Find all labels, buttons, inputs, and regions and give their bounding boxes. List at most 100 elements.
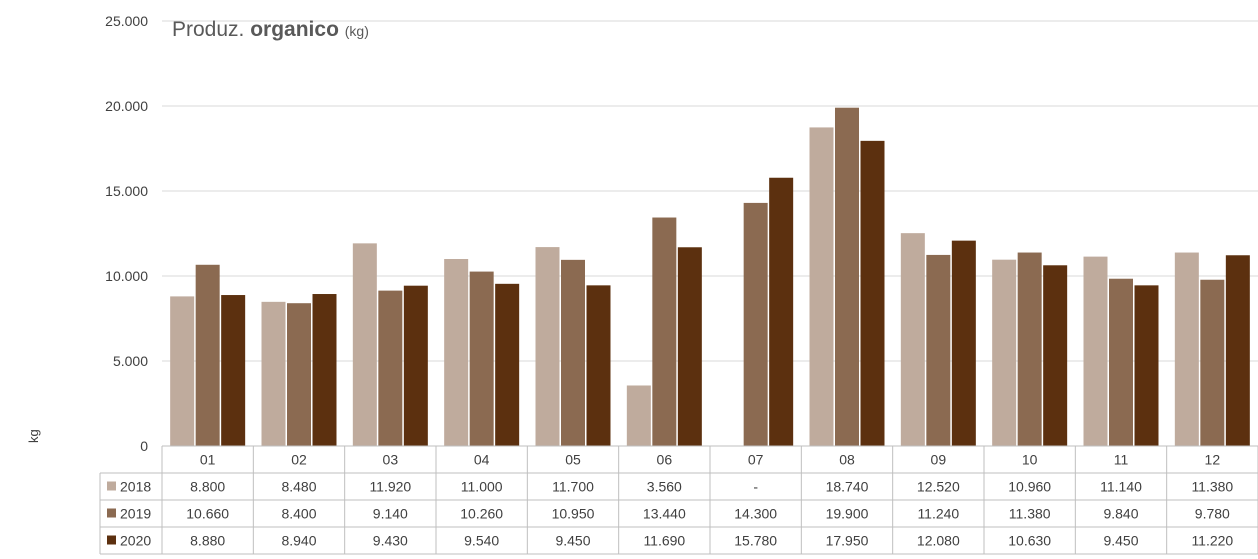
- bar-2018-04: [444, 259, 469, 446]
- data-label-2018-01: 8.800: [190, 479, 225, 495]
- bar-2019-07: [743, 202, 768, 446]
- bar-2019-08: [835, 107, 859, 446]
- data-label-2019-10: 11.380: [1009, 506, 1051, 522]
- x-tick-label: 05: [565, 452, 581, 468]
- bar-2018-03: [352, 243, 377, 446]
- bar-2019-03: [378, 290, 403, 446]
- data-label-2020-02: 8.940: [281, 533, 316, 549]
- data-label-2020-01: 8.880: [190, 533, 225, 549]
- bar-2020-05: [586, 285, 611, 446]
- bar-2019-11: [1109, 278, 1133, 446]
- data-label-2019-07: 14.300: [734, 506, 777, 522]
- data-label-2020-11: 9.450: [1103, 533, 1138, 549]
- legend-label-2019: 2019: [120, 506, 151, 522]
- data-label-2020-05: 9.450: [555, 533, 590, 549]
- y-tick-label: 0: [140, 438, 148, 454]
- legend-label-2020: 2020: [120, 533, 151, 549]
- data-label-2020-10: 10.630: [1008, 533, 1051, 549]
- data-label-2018-04: 11.000: [461, 479, 503, 495]
- bar-2018-05: [535, 247, 560, 446]
- data-label-2018-06: 3.560: [647, 479, 682, 495]
- y-tick-label: 10.000: [105, 268, 148, 284]
- data-label-2019-09: 11.240: [917, 506, 959, 522]
- y-tick-label: 15.000: [105, 183, 148, 199]
- bar-2019-02: [287, 303, 311, 446]
- bar-2020-09: [951, 240, 976, 446]
- data-label-2019-08: 19.900: [826, 506, 869, 522]
- bar-2019-04: [469, 271, 494, 446]
- y-tick-label: 25.000: [105, 13, 148, 29]
- bar-2018-09: [900, 233, 925, 446]
- y-axis: 0 5.000 10.000 15.000 20.000 25.000: [105, 13, 148, 454]
- bar-2018-11: [1083, 256, 1108, 446]
- x-tick-label: 11: [1114, 452, 1129, 468]
- bar-2020-06: [677, 247, 702, 446]
- data-label-2019-11: 9.840: [1103, 506, 1138, 522]
- legend-swatch-2020: [107, 535, 116, 545]
- bar-2018-06: [626, 385, 651, 446]
- data-label-2019-04: 10.260: [460, 506, 503, 522]
- data-label-2018-05: 11.700: [552, 479, 594, 495]
- bar-2020-08: [860, 140, 885, 446]
- data-label-2018-12: 11.380: [1191, 479, 1233, 495]
- bar-2020-10: [1043, 265, 1068, 446]
- bar-2018-01: [170, 296, 195, 446]
- data-label-2019-03: 9.140: [373, 506, 408, 522]
- x-tick-label: 06: [657, 452, 673, 468]
- bar-2019-01: [195, 264, 220, 446]
- y-tick-label: 20.000: [105, 98, 148, 114]
- bar-2020-04: [495, 283, 520, 446]
- data-table: 01 02 03 04 05 06 07 08 09 10 11 12 2018 8.800 8.480 11…: [99, 445, 1258, 555]
- legend-label-2018: 2018: [120, 479, 151, 495]
- data-label-2018-10: 10.960: [1008, 479, 1051, 495]
- x-tick-label: 10: [1022, 452, 1038, 468]
- bars: [170, 107, 1250, 447]
- bar-2020-01: [221, 295, 246, 446]
- bar-2019-10: [1017, 252, 1042, 446]
- x-tick-label: 02: [291, 452, 307, 468]
- bar-2020-02: [312, 294, 337, 446]
- data-label-2020-08: 17.950: [826, 533, 869, 549]
- x-tick-label: 07: [748, 452, 764, 468]
- data-label-2020-12: 11.220: [1191, 533, 1233, 549]
- bar-2019-09: [926, 254, 951, 446]
- legend-swatch-2019: [107, 508, 116, 518]
- data-label-2020-03: 9.430: [373, 533, 408, 549]
- bar-2018-02: [261, 301, 286, 446]
- x-tick-label: 12: [1205, 452, 1221, 468]
- bar-2019-06: [652, 217, 677, 446]
- y-tick-label: 5.000: [113, 353, 148, 369]
- data-label-2018-03: 11.920: [369, 479, 411, 495]
- data-label-2018-11: 11.140: [1100, 479, 1142, 495]
- data-label-2019-02: 8.400: [281, 506, 316, 522]
- chart-title: Produz. organico (kg): [172, 18, 369, 41]
- x-tick-label: 01: [200, 452, 216, 468]
- data-label-2020-07: 15.780: [734, 533, 777, 549]
- data-label-2018-02: 8.480: [281, 479, 316, 495]
- gridlines: [162, 20, 1258, 362]
- x-tick-label: 04: [474, 452, 490, 468]
- y-axis-label: kg: [26, 429, 41, 443]
- data-label-2020-09: 12.080: [917, 533, 960, 549]
- bar-2019-05: [561, 259, 585, 446]
- bar-2020-11: [1134, 285, 1159, 446]
- bar-2019-12: [1200, 279, 1225, 446]
- bar-2018-10: [992, 259, 1017, 446]
- data-label-2020-04: 9.540: [464, 533, 499, 549]
- bar-2018-12: [1174, 252, 1199, 446]
- data-label-2018-07: -: [753, 479, 758, 495]
- data-label-2019-05: 10.950: [552, 506, 595, 522]
- x-tick-label: 03: [383, 452, 399, 468]
- data-label-2019-12: 9.780: [1195, 506, 1230, 522]
- legend-swatch-2018: [107, 481, 116, 491]
- data-label-2019-06: 13.440: [643, 506, 686, 522]
- x-tick-label: 08: [839, 452, 855, 468]
- bar-2020-12: [1225, 255, 1250, 446]
- x-tick-label: 09: [931, 452, 947, 468]
- bar-2020-03: [403, 285, 428, 446]
- data-label-2018-09: 12.520: [917, 479, 960, 495]
- bar-2020-07: [769, 177, 794, 447]
- data-label-2018-08: 18.740: [826, 479, 869, 495]
- data-label-2020-06: 11.690: [643, 533, 685, 549]
